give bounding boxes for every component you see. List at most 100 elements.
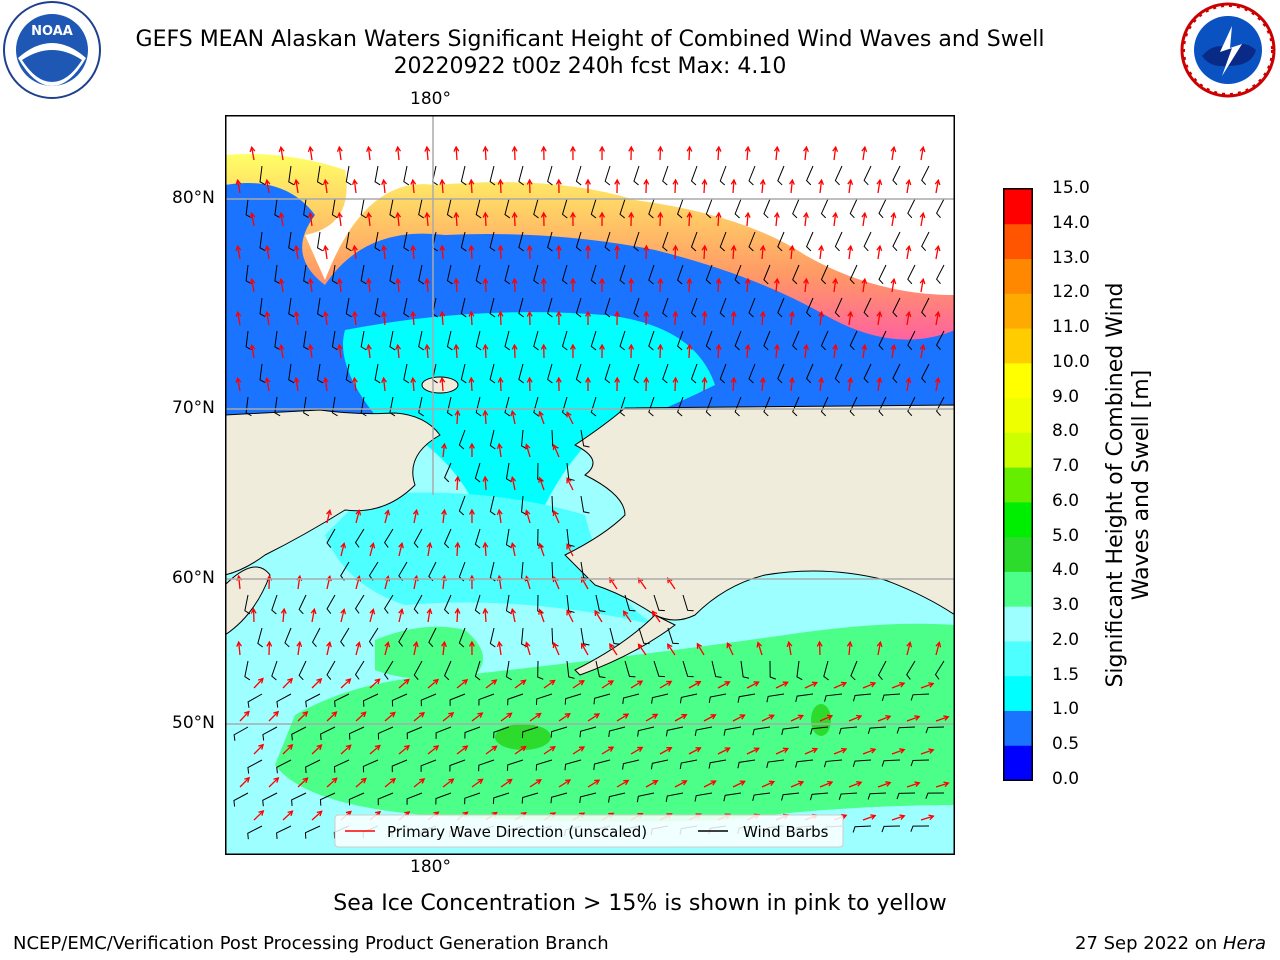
wave-arrow-head bbox=[681, 713, 688, 720]
wave-arrow-head bbox=[715, 343, 722, 350]
wave-direction-arrow bbox=[384, 712, 396, 722]
wave-arrow-head bbox=[744, 211, 751, 218]
wind-barb bbox=[247, 693, 263, 708]
wave-direction-arrow bbox=[268, 777, 279, 788]
wave-arrow-head bbox=[336, 343, 343, 351]
wave-arrow-head bbox=[599, 343, 606, 350]
wind-barb bbox=[737, 759, 756, 769]
wind-barb bbox=[662, 363, 669, 384]
wave-arrow-head bbox=[555, 376, 562, 383]
wave-direction-arrow bbox=[920, 815, 934, 821]
wind-barb bbox=[345, 297, 352, 318]
wave-arrow-head bbox=[439, 310, 446, 317]
wind-barb bbox=[925, 726, 945, 734]
wave-direction-arrow bbox=[688, 212, 691, 227]
wind-barb bbox=[682, 660, 694, 678]
wave-arrow-head bbox=[934, 178, 941, 186]
wave-direction-arrow bbox=[253, 678, 264, 689]
wave-arrow-head bbox=[914, 781, 921, 787]
wind-barb bbox=[464, 792, 481, 805]
wave-arrow-head bbox=[710, 780, 717, 786]
wind-barb bbox=[935, 198, 945, 219]
wave-arrow-head bbox=[538, 410, 544, 417]
wave-arrow-head bbox=[524, 641, 531, 648]
wave-arrow-head bbox=[331, 777, 338, 784]
wave-max-region bbox=[495, 724, 551, 750]
wave-arrow-head bbox=[316, 744, 323, 751]
wave-direction-arrow bbox=[717, 681, 730, 689]
wave-arrow-head bbox=[482, 145, 489, 152]
wind-barb bbox=[533, 396, 539, 417]
wave-arrow-head bbox=[412, 508, 419, 516]
wave-arrow-head bbox=[609, 643, 615, 650]
wave-arrow-head bbox=[511, 211, 518, 218]
footer-date-text: 27 Sep 2022 on bbox=[1075, 933, 1223, 954]
wind-barb bbox=[705, 198, 713, 219]
wave-direction-arrow bbox=[529, 779, 542, 788]
wave-arrow-head bbox=[818, 310, 825, 317]
footer-date: 27 Sep 2022 on Hera bbox=[1075, 933, 1266, 954]
wind-barb bbox=[533, 198, 539, 219]
wind-barb bbox=[331, 330, 338, 351]
wave-arrow-head bbox=[293, 178, 300, 186]
wave-arrow-head bbox=[585, 376, 591, 383]
wave-direction-arrow bbox=[703, 377, 706, 392]
wind-barb bbox=[245, 396, 252, 417]
wind-barb bbox=[763, 198, 771, 219]
wind-barb bbox=[667, 627, 679, 645]
wave-direction-arrow bbox=[525, 444, 531, 458]
wind-barb bbox=[435, 726, 452, 739]
wave-arrow-head bbox=[410, 310, 417, 317]
wave-arrow-head bbox=[855, 714, 863, 721]
wave-arrow-head bbox=[768, 714, 775, 720]
wind-barb bbox=[636, 792, 655, 803]
wave-direction-arrow bbox=[732, 377, 735, 392]
wind-barb bbox=[792, 264, 800, 285]
wind-barb bbox=[580, 495, 590, 514]
wind-barb bbox=[288, 363, 295, 384]
wave-direction-arrow bbox=[790, 312, 794, 326]
wave-direction-arrow bbox=[236, 180, 241, 194]
wave-arrow-head bbox=[643, 178, 650, 185]
wave-arrow-head bbox=[726, 641, 732, 649]
wave-arrow-head bbox=[506, 778, 513, 785]
wave-direction-arrow bbox=[367, 213, 371, 227]
wave-arrow-head bbox=[803, 277, 809, 284]
wave-direction-arrow bbox=[514, 746, 527, 755]
wave-direction-arrow bbox=[862, 748, 876, 755]
wave-arrow-head bbox=[369, 542, 376, 549]
wind-barb bbox=[518, 363, 525, 384]
wave-arrow-head bbox=[681, 780, 688, 786]
wave-direction-arrow bbox=[935, 180, 939, 194]
wind-barb bbox=[493, 726, 510, 739]
wave-direction-arrow bbox=[819, 715, 833, 722]
wave-direction-arrow bbox=[538, 477, 545, 491]
wave-arrow-head bbox=[905, 376, 912, 384]
wind-barb bbox=[590, 198, 597, 219]
wind-barb bbox=[648, 198, 655, 219]
wave-arrow-head bbox=[538, 542, 544, 549]
wave-direction-arrow bbox=[426, 344, 429, 359]
wave-arrow-head bbox=[564, 779, 572, 785]
wave-arrow-head bbox=[366, 211, 372, 218]
colorbar-tick-label: 15.0 bbox=[1052, 178, 1090, 198]
wave-arrow-head bbox=[701, 244, 708, 251]
wind-barb bbox=[763, 396, 771, 417]
wave-direction-arrow bbox=[340, 678, 351, 689]
wind-barb bbox=[648, 264, 655, 285]
wave-arrow-head bbox=[287, 810, 294, 817]
wave-direction-arrow bbox=[499, 245, 502, 260]
wave-direction-arrow bbox=[280, 279, 284, 293]
wind-barb bbox=[518, 231, 525, 252]
wind-barb bbox=[705, 396, 713, 417]
wind-barb bbox=[391, 693, 408, 707]
wave-direction-arrow bbox=[251, 147, 255, 161]
colorbar-label: Significant Height of Combined Wind Wave… bbox=[1103, 282, 1154, 688]
wind-barb bbox=[608, 726, 626, 737]
wind-barb bbox=[690, 297, 698, 318]
wind-barb bbox=[245, 198, 252, 219]
wave-arrow-head bbox=[585, 244, 591, 251]
wind-barb bbox=[537, 594, 544, 614]
wind-barb bbox=[823, 759, 843, 768]
wave-arrow-head bbox=[803, 211, 809, 218]
